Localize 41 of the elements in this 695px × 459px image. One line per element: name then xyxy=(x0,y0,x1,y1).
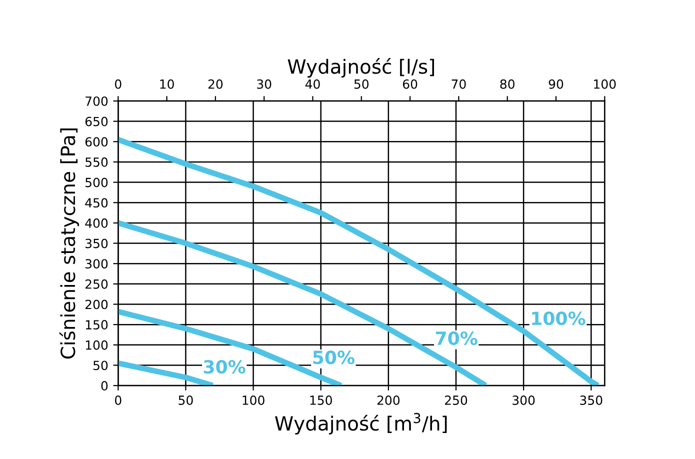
x-tick-label: 350 xyxy=(580,396,602,405)
x2-tick-label: 30 xyxy=(257,79,272,89)
series-label: 30% xyxy=(204,360,246,374)
x2-tick-label: 60 xyxy=(402,79,418,89)
x-axis-title: Wydajność [m$^{3}$/h] xyxy=(275,412,447,435)
y-tick-label: 600 xyxy=(85,137,108,147)
y-tick-label: 0 xyxy=(101,381,108,390)
y-tick-label: 100 xyxy=(86,340,108,350)
y-tick-label: 700 xyxy=(86,96,108,106)
y-tick-label: 150 xyxy=(86,320,108,330)
x-tick-label: 250 xyxy=(444,396,468,405)
y-tick-label: 50 xyxy=(93,360,108,370)
y-axis-title: Ciśnienie statyczne [Pa] xyxy=(59,128,80,359)
x2-tick-label: 40 xyxy=(305,79,320,89)
x-tick-label: 50 xyxy=(178,396,193,405)
x2-tick-label: 90 xyxy=(548,79,564,89)
x-tick-label: 150 xyxy=(310,396,332,405)
x2-axis-title: Wydajność [l/s] xyxy=(288,58,434,78)
x2-tick-label: 70 xyxy=(452,79,466,89)
y-tick-label: 200 xyxy=(85,300,108,310)
x-tick-label: 200 xyxy=(377,396,400,405)
series-label: 50% xyxy=(313,350,354,364)
x-tick-label: 300 xyxy=(512,396,535,405)
x-tick-label: 100 xyxy=(242,396,264,405)
y-tick-label: 450 xyxy=(85,198,108,208)
x2-tick-label: 100 xyxy=(594,79,616,89)
series-label: 100% xyxy=(532,312,586,326)
y-tick-label: 250 xyxy=(85,279,108,289)
y-tick-label: 650 xyxy=(85,116,108,126)
y-tick-label: 550 xyxy=(86,157,108,167)
x2-tick-label: 0 xyxy=(115,79,122,89)
y-tick-label: 400 xyxy=(85,218,108,228)
y-tick-label: 350 xyxy=(86,238,108,248)
x-tick-label: 0 xyxy=(115,396,122,405)
series-label: 70% xyxy=(436,331,478,346)
y-tick-label: 300 xyxy=(86,259,108,269)
x2-tick-label: 20 xyxy=(208,79,223,89)
x2-tick-label: 10 xyxy=(160,79,174,89)
x2-tick-label: 80 xyxy=(500,79,514,89)
y-tick-label: 500 xyxy=(86,178,108,188)
x2-tick-label: 50 xyxy=(354,79,369,89)
